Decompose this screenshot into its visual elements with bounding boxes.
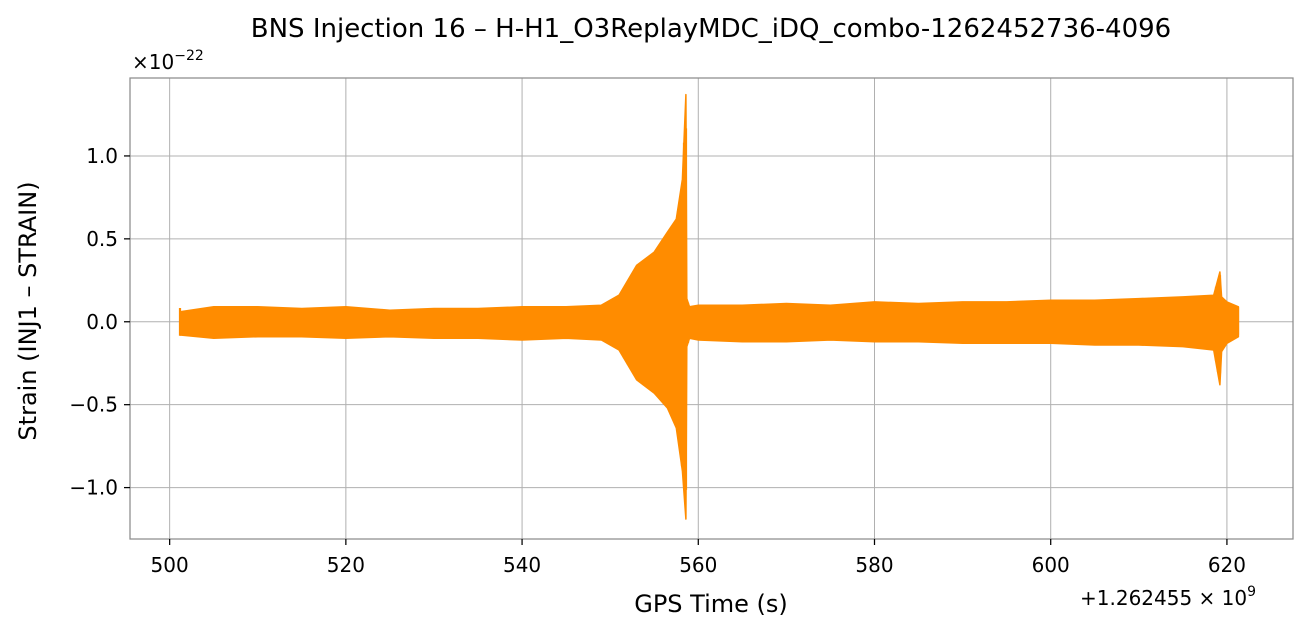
x-tick-label: 600 xyxy=(1032,553,1070,577)
tick-layer: 500 520 540 560 580 600 620 −1.0 −0.5 0.0 0.5 1.0 xyxy=(69,144,1246,577)
x-offset-exponent: 9 xyxy=(1247,584,1256,600)
series-0-line xyxy=(178,128,1240,490)
x-tick-label: 620 xyxy=(1208,553,1246,577)
y-tick-label: 0.5 xyxy=(86,227,118,251)
y-tick-label: 0.0 xyxy=(86,310,118,334)
x-tick-label: 520 xyxy=(327,553,365,577)
data-layer xyxy=(178,93,1240,520)
y-tick-label: −1.0 xyxy=(69,476,118,500)
y-multiplier-exponent: −22 xyxy=(174,48,204,64)
y-multiplier-label: ×10−22 xyxy=(132,48,204,74)
y-axis-label: Strain (INJ1 – STRAIN) xyxy=(14,181,42,440)
x-offset-label: +1.262455 × 109 xyxy=(1080,584,1256,610)
x-tick-label: 560 xyxy=(679,553,717,577)
y-tick-label: 1.0 xyxy=(86,144,118,168)
plot-area-frame xyxy=(129,77,1294,540)
y-tick-label: −0.5 xyxy=(69,393,118,417)
x-axis-label: GPS Time (s) xyxy=(634,590,788,618)
x-tick-label: 540 xyxy=(503,553,541,577)
x-tick-label: 500 xyxy=(151,553,189,577)
x-tick-label: 580 xyxy=(855,553,893,577)
chart-title: BNS Injection 16 – H-H1_O3ReplayMDC_iDQ_… xyxy=(251,14,1171,44)
